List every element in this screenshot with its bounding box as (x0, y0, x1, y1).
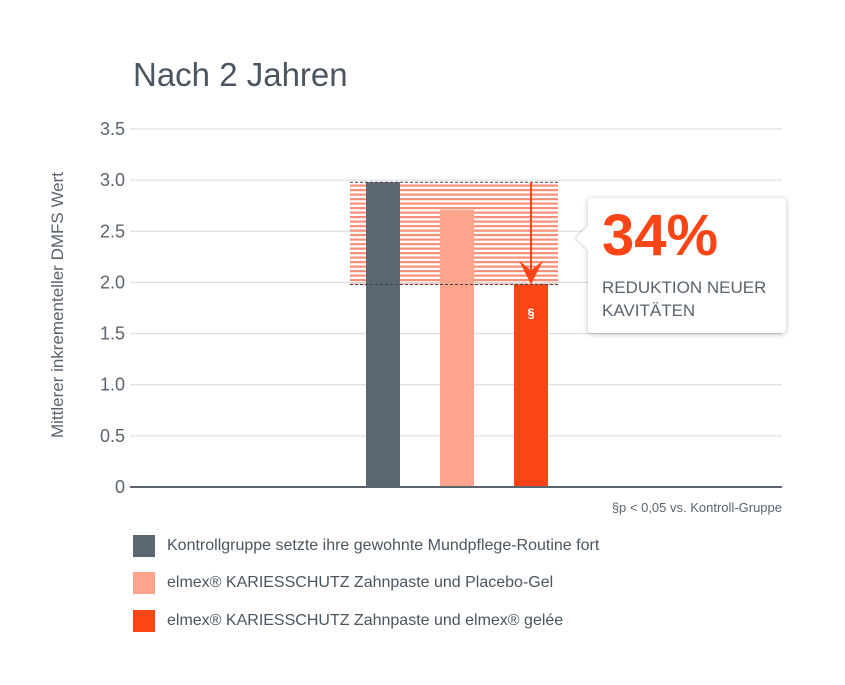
y-tick-label: 2.5 (100, 221, 125, 241)
chart-title: Nach 2 Jahren (133, 56, 348, 93)
bar (440, 209, 474, 486)
legend-label: elmex® KARIESSCHUTZ Zahnpaste und Placeb… (167, 574, 554, 591)
bar (514, 284, 548, 486)
y-tick-label: 2.0 (100, 272, 125, 292)
legend-item: elmex® KARIESSCHUTZ Zahnpaste und Placeb… (133, 572, 553, 594)
y-tick-label: 3.0 (100, 170, 125, 190)
legend-swatch (133, 610, 155, 632)
footnote: §p < 0,05 vs. Kontroll-Gruppe (611, 500, 782, 515)
y-tick-label: 0.5 (100, 426, 125, 446)
legend-label: elmex® KARIESSCHUTZ Zahnpaste und elmex®… (167, 612, 564, 629)
reduction-callout: 34% REDUKTION NEUER KAVITÄTEN (588, 198, 786, 333)
legend-swatch (133, 535, 155, 557)
y-tick-label: 3.5 (100, 119, 125, 139)
reduction-arrow-head (519, 260, 543, 285)
legend-swatch (133, 572, 155, 594)
bar (366, 182, 400, 486)
y-tick-label: 1.0 (100, 375, 125, 395)
reduction-percent: 34% (602, 203, 719, 268)
legend-item: Kontrollgruppe setzte ihre gewohnte Mund… (133, 535, 599, 557)
y-tick-label: 1.5 (100, 324, 125, 344)
legend-item: elmex® KARIESSCHUTZ Zahnpaste und elmex®… (133, 610, 563, 632)
bar-label: § (527, 305, 534, 320)
y-tick-label: 0 (115, 477, 125, 497)
reduction-text: REDUKTION NEUER KAVITÄTEN (602, 278, 767, 320)
legend-label: Kontrollgruppe setzte ihre gewohnte Mund… (167, 537, 600, 554)
